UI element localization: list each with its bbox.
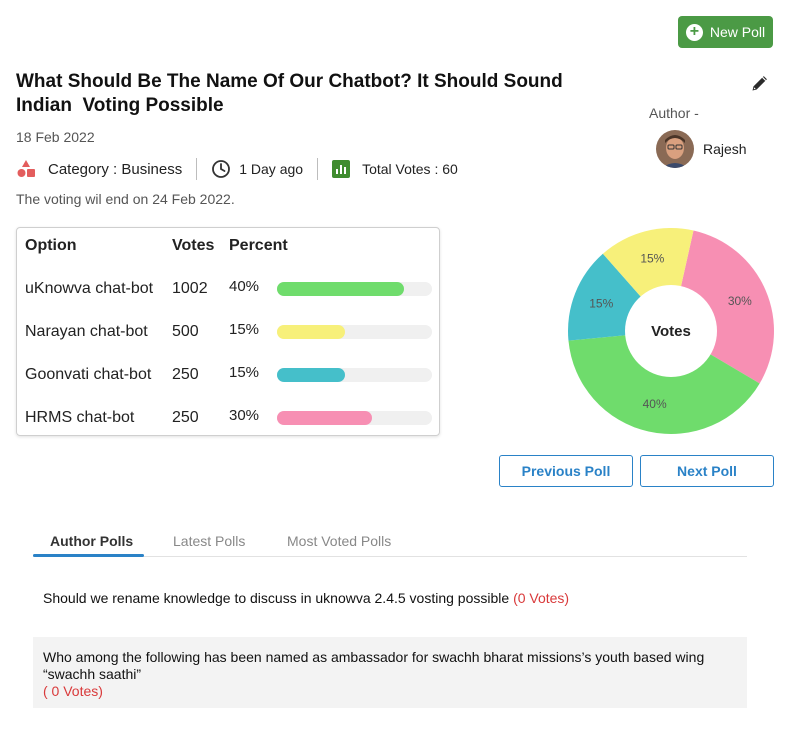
clock-icon [212, 160, 231, 178]
option-percent: 15% [229, 364, 260, 381]
header-percent: Percent [229, 237, 288, 254]
donut-slice-label: 40% [643, 397, 667, 411]
votes-donut-chart: 30% 40% 15% 15% Votes [568, 228, 774, 434]
donut-center-label: Votes [651, 323, 691, 340]
poll-question: Who among the following has been named a… [43, 649, 705, 665]
divider [317, 158, 319, 180]
voting-end-note: The voting wil end on 24 Feb 2022. [16, 191, 235, 207]
option-percent: 15% [229, 321, 260, 338]
next-poll-button[interactable]: Next Poll [640, 455, 774, 487]
progress-fill [277, 368, 346, 382]
donut-slice [568, 331, 760, 434]
header-votes: Votes [172, 237, 215, 254]
tab-most-voted-polls[interactable]: Most Voted Polls [287, 533, 392, 549]
option-percent: 30% [229, 407, 260, 424]
progress-fill [277, 282, 405, 296]
progress-track [277, 282, 432, 296]
poll-question: Should we rename knowledge to discuss in… [43, 590, 510, 606]
total-votes-text: Total Votes : 60 [362, 161, 458, 177]
poll-question-cont: “swachh saathi” [43, 666, 142, 682]
poll-meta-row: Category : Business 1 Day ago Total Vote… [16, 156, 458, 182]
donut-slice-label: 15% [640, 251, 664, 265]
donut-hole [625, 285, 717, 377]
active-tab-indicator [33, 554, 144, 557]
pencil-edit-icon[interactable] [750, 73, 770, 93]
result-row: Goonvati chat-bot 250 15% [17, 362, 439, 388]
result-row: uKnowva chat-bot 1002 40% [17, 276, 439, 302]
author-label: Author - [649, 105, 699, 121]
option-name: Goonvati chat-bot [25, 366, 152, 383]
avatar[interactable] [656, 130, 694, 168]
option-votes: 250 [172, 366, 199, 383]
list-item[interactable]: Should we rename knowledge to discuss in… [43, 590, 569, 606]
divider [196, 158, 198, 180]
progress-fill [277, 325, 346, 339]
progress-track [277, 368, 432, 382]
donut-slice-label: 30% [728, 294, 752, 308]
option-votes: 500 [172, 323, 199, 340]
progress-track [277, 411, 432, 425]
bar-chart-icon [332, 160, 351, 178]
option-votes: 250 [172, 409, 199, 426]
poll-vote-count: (0 Votes) [513, 590, 570, 606]
category-shapes-icon [17, 160, 35, 177]
result-row: HRMS chat-bot 250 30% [17, 405, 439, 431]
header-option: Option [25, 237, 77, 254]
option-name: HRMS chat-bot [25, 409, 135, 426]
tabs-divider [33, 556, 747, 557]
option-name: uKnowva chat-bot [25, 280, 154, 297]
previous-poll-button[interactable]: Previous Poll [499, 455, 633, 487]
tab-author-polls[interactable]: Author Polls [50, 533, 134, 549]
category-text: Category : Business [48, 160, 183, 178]
donut-slice-label: 15% [589, 296, 613, 310]
new-poll-button[interactable]: + New Poll [678, 16, 773, 48]
new-poll-label: New Poll [709, 24, 766, 40]
poll-date: 18 Feb 2022 [16, 129, 95, 145]
option-name: Narayan chat-bot [25, 323, 148, 340]
poll-title-line-1: What Should Be The Name Of Our Chatbot? … [16, 71, 563, 92]
result-row: Narayan chat-bot 500 15% [17, 319, 439, 345]
list-item[interactable]: Who among the following has been named a… [33, 637, 747, 708]
progress-fill [277, 411, 372, 425]
plus-circle-icon: + [685, 23, 703, 41]
poll-vote-count: ( 0 Votes) [43, 683, 103, 699]
option-votes: 1002 [172, 280, 208, 297]
posted-ago-text: 1 Day ago [239, 161, 304, 177]
tab-latest-polls[interactable]: Latest Polls [173, 533, 246, 549]
progress-track [277, 325, 432, 339]
option-percent: 40% [229, 278, 260, 295]
poll-title: What Should Be The Name Of Our Chatbot? … [16, 70, 576, 118]
results-table: Option Votes Percent uKnowva chat-bot 10… [16, 227, 440, 436]
author-name: Rajesh [703, 141, 747, 157]
poll-title-line-2: Indian Voting Possible [16, 95, 224, 116]
